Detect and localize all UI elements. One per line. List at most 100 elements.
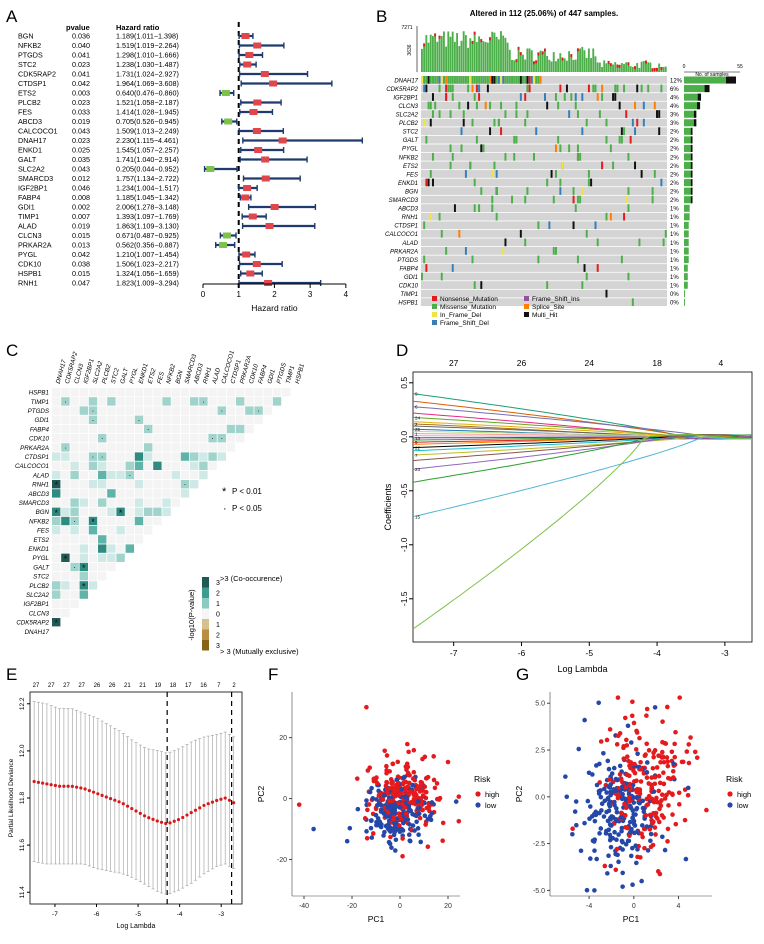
pca-point xyxy=(378,809,384,814)
heat-cell xyxy=(190,452,199,461)
pca-point xyxy=(395,759,401,765)
heat-cell xyxy=(116,443,125,452)
mutation-cell xyxy=(434,76,437,84)
heat-cell xyxy=(199,415,208,424)
heat-cell xyxy=(52,461,61,470)
heat-cell xyxy=(88,535,98,544)
deviance-point xyxy=(142,814,147,818)
gene-frequency-bar xyxy=(690,187,693,195)
pca-point xyxy=(410,782,415,788)
sample-bar xyxy=(554,61,557,72)
mutation-cell xyxy=(533,76,535,84)
percent-label: 1% xyxy=(670,266,679,272)
pca-point xyxy=(625,723,631,729)
heat-cell xyxy=(107,507,116,516)
pca-point xyxy=(422,813,428,818)
mutation-cell xyxy=(634,161,637,170)
colorbar-bottom-label: > 3 (Mutually exclusive) xyxy=(220,647,299,656)
pca-point xyxy=(385,805,391,810)
heat-cell xyxy=(88,544,98,553)
heat-cell xyxy=(208,461,217,470)
percent-label: 3% xyxy=(670,121,679,127)
legend-marker xyxy=(475,802,481,808)
pca-point xyxy=(628,765,633,771)
mutation-cell xyxy=(451,76,454,84)
pca-point xyxy=(686,742,692,747)
pca-point xyxy=(445,759,451,765)
gene-frequency-bar xyxy=(684,196,693,204)
sample-bar xyxy=(616,64,619,68)
mutation-cell xyxy=(467,84,470,93)
percent-label: 2% xyxy=(670,181,679,187)
mutation-cell xyxy=(568,144,571,153)
pca-point xyxy=(652,705,658,710)
heat-cell xyxy=(125,507,134,516)
pca-point xyxy=(622,801,627,807)
pca-point xyxy=(634,730,640,735)
heat-cell xyxy=(236,388,245,397)
hr-point xyxy=(206,166,215,172)
x-tick-label: 20 xyxy=(444,903,452,910)
heat-cell xyxy=(70,572,79,581)
heat-cell xyxy=(88,489,98,498)
mutation-cell xyxy=(570,93,573,101)
heat-cell xyxy=(107,434,116,443)
heat-cell xyxy=(52,516,61,526)
path-index-label: 24 xyxy=(415,415,421,420)
pca-point xyxy=(362,816,368,821)
gene-row-bg xyxy=(421,84,667,93)
heat-cell xyxy=(254,415,263,424)
pca-point xyxy=(411,769,417,775)
gene-label: GDI1 xyxy=(18,203,35,212)
sample-bar xyxy=(561,57,564,61)
pca-point xyxy=(382,748,387,754)
panel-c-heatmap: DNAH17CDK5RAP2CLCN3IGF2BP1SLC2A2PLCB2STC… xyxy=(15,350,306,656)
pca-point xyxy=(399,826,404,832)
mutation-cell xyxy=(504,152,507,161)
pca-point xyxy=(410,776,416,781)
heat-cell xyxy=(116,516,125,526)
pca-point xyxy=(597,810,602,816)
heat-cell xyxy=(162,498,171,507)
pca-point xyxy=(656,788,662,794)
sample-bar xyxy=(645,60,647,72)
pca-point xyxy=(644,741,650,747)
heat-cell xyxy=(107,397,116,406)
heat-cell xyxy=(226,434,236,443)
top-tick-label: 17 xyxy=(185,683,192,689)
pca-point xyxy=(662,847,668,853)
heat-cell xyxy=(98,388,107,397)
pca-point xyxy=(592,888,597,893)
percent-label: 1% xyxy=(670,241,679,247)
hr-label: 1.238(1.030−1.487) xyxy=(116,60,179,69)
sample-bar xyxy=(535,60,538,64)
sig-legend-symbol: * xyxy=(222,486,227,498)
percent-label: 2% xyxy=(670,164,679,170)
heat-cell xyxy=(180,424,190,434)
pvalue-label: 0.035 xyxy=(72,155,90,164)
heat-cell xyxy=(144,452,153,461)
heat-cell xyxy=(171,498,180,507)
mutation-cell xyxy=(557,101,560,110)
heat-cell xyxy=(79,434,88,443)
mutation-cell xyxy=(620,255,623,264)
gene-label: DNAH17 xyxy=(394,78,418,84)
hr-label: 1.506(1.023−2.217) xyxy=(116,260,179,269)
row-label: BGN xyxy=(36,509,50,516)
pca-point xyxy=(612,799,617,805)
heat-cell xyxy=(70,535,79,544)
pca-point xyxy=(429,811,435,816)
y-axis-title: Partial Likelihood Deviance xyxy=(8,758,15,837)
panel-label-a: A xyxy=(6,7,18,26)
side-axis-tick: 0 xyxy=(683,64,686,70)
sample-bar xyxy=(631,66,634,72)
heat-cell xyxy=(153,452,162,461)
pca-point xyxy=(423,822,428,827)
gene-label: PLCB2 xyxy=(399,121,419,127)
mutation-cell xyxy=(634,101,637,110)
mutation-cell xyxy=(631,118,634,127)
mutation-cell xyxy=(515,76,518,84)
pca-point xyxy=(605,795,611,801)
